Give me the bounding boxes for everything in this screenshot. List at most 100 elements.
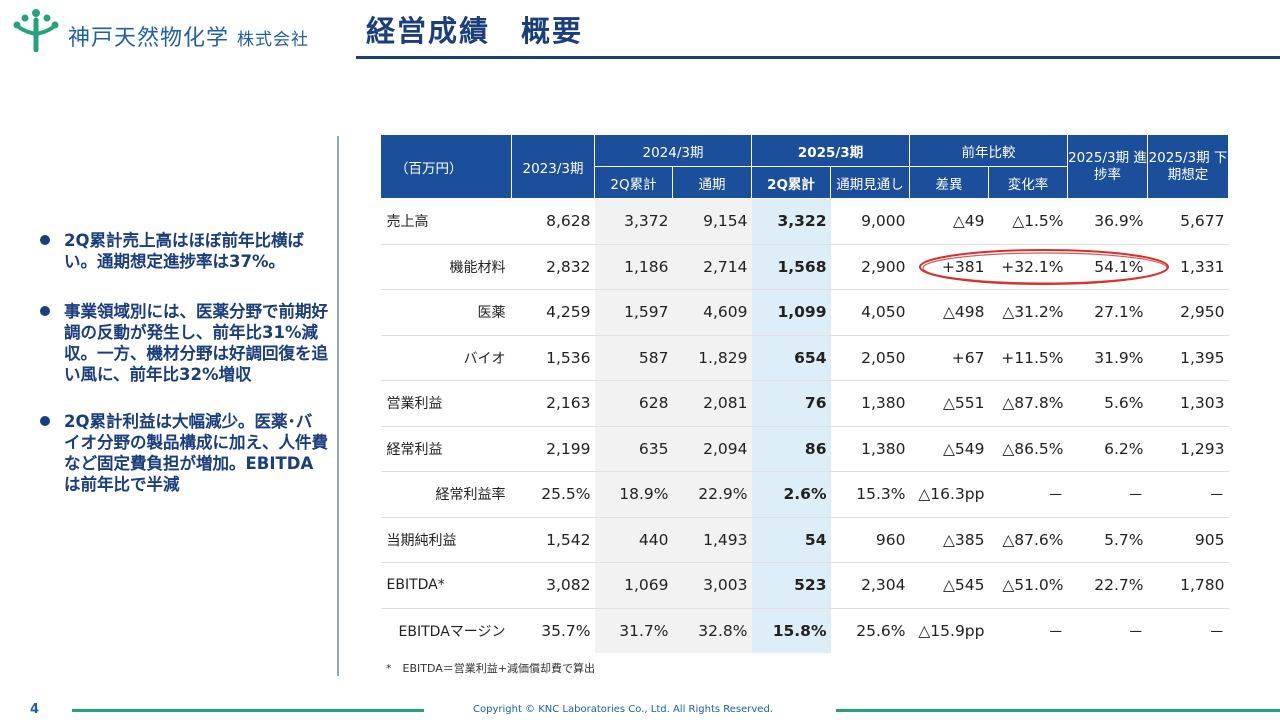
yoy-header: 前年比較 <box>909 134 1068 167</box>
table-cell: 1,780 <box>1147 562 1229 609</box>
row-label: EBITDAマージン <box>398 623 506 640</box>
row-label: 経常利益 <box>380 426 512 472</box>
table-cell: 4,259 <box>511 289 595 336</box>
bullet-text: 事業領域別には、医薬分野で前期好調の反動が発生し、前年比31%減収。一方、機材分… <box>64 302 328 384</box>
change-rate-header: 変化率 <box>988 166 1068 199</box>
table-cell: 4,609 <box>672 289 752 336</box>
table-cell: 3,082 <box>511 562 595 609</box>
table-row: 医薬 4,259 1,597 4,609 1,099 4,050 △498 △31.2% 27.… <box>380 289 1229 336</box>
table-cell: 1,331 <box>1147 244 1229 290</box>
table-row: 売上高 8,628 3,372 9,154 3,322 9,000 △49 △1.5% 36.9… <box>380 198 1229 245</box>
table-cell: 1,597 <box>594 289 673 336</box>
table-cell: 2,950 <box>1147 289 1229 336</box>
table-cell: － <box>1067 471 1148 518</box>
table-cell: △545 <box>909 562 989 609</box>
company-name-suffix: 株式会社 <box>237 30 310 50</box>
vertical-divider <box>337 136 339 676</box>
row-label: 売上高 <box>380 198 512 245</box>
table-cell: 905 <box>1147 517 1229 563</box>
table-cell: － <box>1047 622 1064 641</box>
table-cell: － <box>1208 622 1225 641</box>
bullet-text: 2Q累計利益は大幅減少。医薬･バイオ分野の製品構成に加え、人件費など固定費負担が… <box>64 412 328 494</box>
table-cell: 1,303 <box>1147 380 1229 427</box>
fy2025-2q-header: 2Q累計 <box>751 166 831 199</box>
table-cell: 54 <box>751 517 831 563</box>
row-label: 機能材料 <box>380 244 512 290</box>
table-cell: △549 <box>909 426 989 472</box>
table-cell: 2,081 <box>672 380 752 427</box>
table-cell: 2,199 <box>511 426 595 472</box>
table-cell: 25.5% <box>511 471 595 518</box>
table-row: 営業利益 2,163 628 2,081 76 1,380 △551 △87.8% 5.6% 1,… <box>380 380 1229 427</box>
row-label: EBITDA* <box>380 562 512 609</box>
table-cell: 2.6% <box>751 471 831 518</box>
footer-rule-right <box>836 709 1280 712</box>
table-cell: 6.2% <box>1067 426 1148 472</box>
table-cell: 654 <box>751 335 831 381</box>
table-cell: － <box>988 471 1068 518</box>
table-cell: △551 <box>909 380 989 427</box>
table-cell: 1,493 <box>672 517 752 563</box>
diff-header: 差異 <box>909 166 989 199</box>
table-cell: +67 <box>909 335 989 381</box>
table-cell: 76 <box>751 380 831 427</box>
bullet-text: 2Q累計売上高はほぼ前年比横ばい。通期想定進捗率は37%。 <box>64 231 305 271</box>
table-cell: 2,050 <box>830 335 910 381</box>
table-row: バイオ 1,536 587 1.,829 654 2,050 +67 +11.5% 31.9% 1… <box>380 335 1229 381</box>
summary-bullets: 2Q累計売上高はほぼ前年比横ばい。通期想定進捗率は37%。 事業領域別には、医薬… <box>38 230 328 520</box>
table-cell: 9,154 <box>672 198 752 245</box>
table-cell: 32.8% <box>672 608 752 653</box>
table-cell: 587 <box>594 335 673 381</box>
table-cell: 5,677 <box>1147 198 1229 245</box>
table-cell: 18.9% <box>594 471 673 518</box>
table-cell: 9,000 <box>830 198 910 245</box>
table-cell: 15.8% <box>751 608 831 653</box>
table-row: EBITDAマージン 35.7% 31.7% 32.8% 15.8% 25.6% △15.9… <box>381 608 1229 653</box>
table-cell: 31.7% <box>594 608 673 653</box>
page-title: 経営成績 概要 <box>366 14 584 48</box>
row-label: バイオ <box>380 335 512 381</box>
table-cell: 1,536 <box>511 335 595 381</box>
table-cell: △31.2% <box>988 289 1068 336</box>
table-cell: 22.7% <box>1067 562 1148 609</box>
table-cell: 2,163 <box>511 380 595 427</box>
tree-logo-icon <box>13 9 59 52</box>
table-cell: 25.6% <box>856 621 906 640</box>
table-cell: △87.8% <box>988 380 1068 427</box>
table-cell: 1,395 <box>1147 335 1229 381</box>
table-cell: － <box>1147 471 1229 518</box>
progress-header: 2025/3期 進捗率 <box>1067 134 1148 199</box>
fy2024-2q-header: 2Q累計 <box>594 166 673 199</box>
table-cell: 4,050 <box>830 289 910 336</box>
table-cell: +11.5% <box>988 335 1068 381</box>
fy2025-header: 2025/3期 <box>751 134 910 167</box>
table-cell: △16.3pp <box>909 471 989 518</box>
table-cell: 1,099 <box>751 289 831 336</box>
table-cell: 1,568 <box>751 244 831 290</box>
table-cell: △49 <box>909 198 989 245</box>
unit-header: （百万円） <box>380 134 512 199</box>
table-row: 機能材料 2,832 1,186 2,714 1,568 2,900 +381 +32.1% 5… <box>380 244 1229 290</box>
bullet-dot-icon <box>40 235 50 245</box>
company-name: 神戸天然物化学 株式会社 <box>68 20 309 52</box>
table-cell: 2,094 <box>672 426 752 472</box>
table-cell: 523 <box>751 562 831 609</box>
summary-bullet: 事業領域別には、医薬分野で前期好調の反動が発生し、前年比31%減収。一方、機材分… <box>38 301 328 385</box>
row-label: 医薬 <box>380 289 512 336</box>
fy2024-header: 2024/3期 <box>594 134 752 167</box>
bullet-dot-icon <box>40 306 50 316</box>
table-row: 当期純利益 1,542 440 1,493 54 960 △385 △87.6% 5.7% 905 <box>380 517 1229 563</box>
table-cell: 31.9% <box>1067 335 1148 381</box>
financial-results-table: （百万円） 2023/3期 2024/3期 2025/3期 前年比較 2025/… <box>380 134 1229 653</box>
table-row: EBITDA* 3,082 1,069 3,003 523 2,304 △545 △51.0%… <box>380 562 1229 609</box>
table-cell: 5.6% <box>1067 380 1148 427</box>
table-cell: 36.9% <box>1067 198 1148 245</box>
table-cell: 2,900 <box>830 244 910 290</box>
table-cell: 5.7% <box>1067 517 1148 563</box>
second-half-header: 2025/3期 下期想定 <box>1147 134 1229 199</box>
table-cell: 35.7% <box>541 621 591 640</box>
row-label: 当期純利益 <box>380 517 512 563</box>
table-cell: 1.,829 <box>672 335 752 381</box>
page-number: 4 <box>30 702 40 717</box>
table-cell: 960 <box>830 517 910 563</box>
